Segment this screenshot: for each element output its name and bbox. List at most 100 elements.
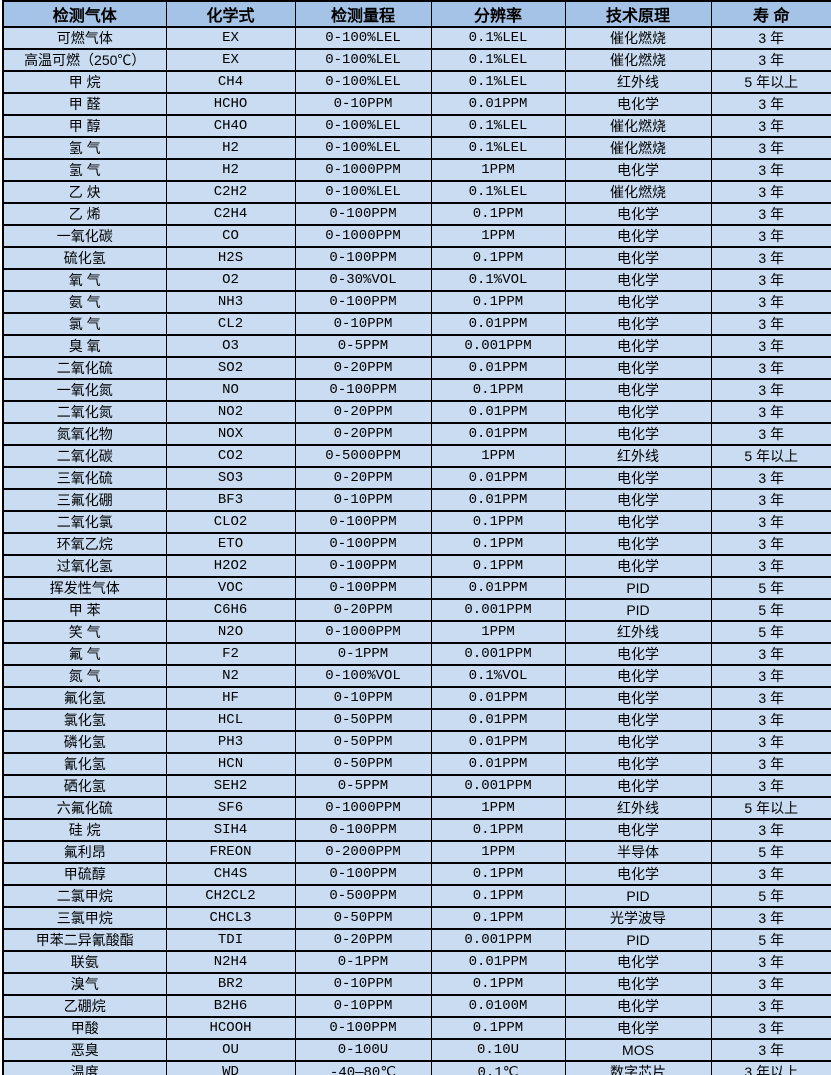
table-row: 氢 气 H2 0-100%LEL 0.1%LEL 催化燃烧 3 年 xyxy=(2,136,831,160)
cell-formula: HF xyxy=(165,686,296,710)
cell-formula: H2O2 xyxy=(165,554,296,578)
cell-principle: 数字芯片 xyxy=(564,1060,712,1075)
cell-gas: 氧 气 xyxy=(2,268,167,292)
cell-principle: 电化学 xyxy=(564,92,712,116)
cell-principle: 电化学 xyxy=(564,642,712,666)
cell-lifespan: 3 年 xyxy=(710,136,831,160)
cell-lifespan: 5 年 xyxy=(710,928,831,952)
cell-resolution: 0.01PPM xyxy=(430,686,566,710)
cell-lifespan: 3 年 xyxy=(710,708,831,732)
table-row: 三氧化硫 SO3 0-20PPM 0.01PPM 电化学 3 年 xyxy=(2,466,831,490)
cell-gas: 乙 烯 xyxy=(2,202,167,226)
cell-lifespan: 3 年 xyxy=(710,180,831,204)
cell-principle: 电化学 xyxy=(564,950,712,974)
table-row: 二氧化氮 NO2 0-20PPM 0.01PPM 电化学 3 年 xyxy=(2,400,831,424)
cell-formula: SO2 xyxy=(165,356,296,380)
cell-gas: 甲硫醇 xyxy=(2,862,167,886)
cell-lifespan: 3 年 xyxy=(710,730,831,754)
cell-lifespan: 3 年 xyxy=(710,158,831,182)
cell-formula: NO2 xyxy=(165,400,296,424)
cell-range: 0-30%VOL xyxy=(294,268,432,292)
cell-principle: MOS xyxy=(564,1038,712,1062)
cell-resolution: 0.1PPM xyxy=(430,862,566,886)
table-row: 甲 醇 CH4O 0-100%LEL 0.1%LEL 催化燃烧 3 年 xyxy=(2,114,831,138)
cell-principle: 电化学 xyxy=(564,510,712,534)
cell-principle: 电化学 xyxy=(564,466,712,490)
table-row: 氢 气 H2 0-1000PPM 1PPM 电化学 3 年 xyxy=(2,158,831,182)
cell-resolution: 0.1%LEL xyxy=(430,70,566,94)
cell-principle: PID xyxy=(564,928,712,952)
cell-lifespan: 5 年 xyxy=(710,620,831,644)
cell-formula: CH4S xyxy=(165,862,296,886)
cell-lifespan: 3 年 xyxy=(710,510,831,534)
cell-gas: 氟化氢 xyxy=(2,686,167,710)
cell-principle: 催化燃烧 xyxy=(564,114,712,138)
cell-formula: N2 xyxy=(165,664,296,688)
cell-gas: 氯 气 xyxy=(2,312,167,336)
cell-formula: H2 xyxy=(165,158,296,182)
cell-formula: H2S xyxy=(165,246,296,270)
cell-resolution: 0.1PPM xyxy=(430,554,566,578)
cell-range: 0-5PPM xyxy=(294,774,432,798)
cell-lifespan: 3 年 xyxy=(710,400,831,424)
cell-formula: HCN xyxy=(165,752,296,776)
cell-resolution: 0.1%LEL xyxy=(430,48,566,72)
cell-resolution: 0.1PPM xyxy=(430,972,566,996)
cell-principle: 红外线 xyxy=(564,796,712,820)
cell-gas: 硫化氢 xyxy=(2,246,167,270)
cell-gas: 二氧化硫 xyxy=(2,356,167,380)
cell-gas: 氢 气 xyxy=(2,136,167,160)
cell-gas: 三氧化硫 xyxy=(2,466,167,490)
cell-range: 0-20PPM xyxy=(294,356,432,380)
cell-lifespan: 3 年 xyxy=(710,290,831,314)
cell-formula: EX xyxy=(165,48,296,72)
cell-formula: FREON xyxy=(165,840,296,864)
cell-resolution: 0.1PPM xyxy=(430,906,566,930)
cell-lifespan: 3 年 xyxy=(710,994,831,1018)
table-row: 甲硫醇 CH4S 0-100PPM 0.1PPM 电化学 3 年 xyxy=(2,862,831,886)
cell-principle: 电化学 xyxy=(564,818,712,842)
cell-resolution: 0.1%VOL xyxy=(430,664,566,688)
table-row: 臭 氧 O3 0-5PPM 0.001PPM 电化学 3 年 xyxy=(2,334,831,358)
cell-lifespan: 5 年 xyxy=(710,884,831,908)
cell-gas: 甲 醇 xyxy=(2,114,167,138)
cell-range: 0-100PPM xyxy=(294,862,432,886)
table-row: 氟 气 F2 0-1PPM 0.001PPM 电化学 3 年 xyxy=(2,642,831,666)
table-row: 可燃气体 EX 0-100%LEL 0.1%LEL 催化燃烧 3 年 xyxy=(2,26,831,50)
cell-formula: BF3 xyxy=(165,488,296,512)
cell-lifespan: 3 年 xyxy=(710,862,831,886)
cell-gas: 氯化氢 xyxy=(2,708,167,732)
cell-resolution: 0.1%LEL xyxy=(430,114,566,138)
cell-resolution: 0.1PPM xyxy=(430,246,566,270)
cell-gas: 氮 气 xyxy=(2,664,167,688)
cell-lifespan: 3 年 xyxy=(710,378,831,402)
table-row: 甲 苯 C6H6 0-20PPM 0.001PPM PID 5 年 xyxy=(2,598,831,622)
cell-lifespan: 3 年 xyxy=(710,224,831,248)
column-header-range: 检测量程 xyxy=(294,0,432,28)
column-header-resolution: 分辨率 xyxy=(430,0,566,28)
cell-formula: N2H4 xyxy=(165,950,296,974)
cell-lifespan: 3 年以上 xyxy=(710,1060,831,1075)
cell-resolution: 1PPM xyxy=(430,620,566,644)
cell-formula: CO2 xyxy=(165,444,296,468)
cell-resolution: 0.1PPM xyxy=(430,818,566,842)
cell-gas: 六氟化硫 xyxy=(2,796,167,820)
cell-resolution: 1PPM xyxy=(430,158,566,182)
cell-lifespan: 3 年 xyxy=(710,752,831,776)
cell-gas: 硒化氢 xyxy=(2,774,167,798)
cell-range: 0-10PPM xyxy=(294,972,432,996)
cell-principle: 电化学 xyxy=(564,708,712,732)
cell-formula: O3 xyxy=(165,334,296,358)
cell-principle: 电化学 xyxy=(564,356,712,380)
table-row: 甲苯二异氰酸酯 TDI 0-20PPM 0.001PPM PID 5 年 xyxy=(2,928,831,952)
cell-formula: C2H4 xyxy=(165,202,296,226)
table-row: 氟化氢 HF 0-10PPM 0.01PPM 电化学 3 年 xyxy=(2,686,831,710)
cell-principle: 电化学 xyxy=(564,290,712,314)
table-row: 乙 烯 C2H4 0-100PPM 0.1PPM 电化学 3 年 xyxy=(2,202,831,226)
cell-range: 0-50PPM xyxy=(294,708,432,732)
cell-gas: 三氟化硼 xyxy=(2,488,167,512)
cell-principle: 电化学 xyxy=(564,554,712,578)
cell-range: 0-100PPM xyxy=(294,1016,432,1040)
cell-resolution: 0.1PPM xyxy=(430,510,566,534)
